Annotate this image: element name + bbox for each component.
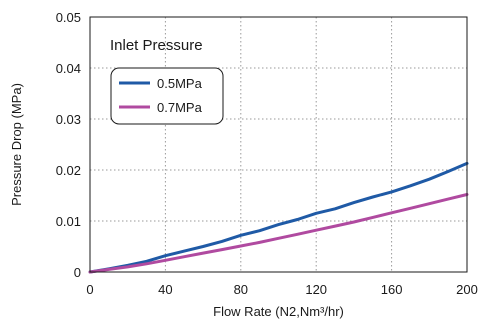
y-tick-label: 0.05 <box>56 10 81 25</box>
legend-title: Inlet Pressure <box>110 37 203 54</box>
legend-entries: 0.5MPa 0.7MPa <box>119 76 203 115</box>
series-lines <box>88 161 469 274</box>
y-tick-label: 0.04 <box>56 61 81 76</box>
tick-labels: 0 40 80 120 160 200 0 0.01 0.02 0.03 0.04 0.05 <box>56 10 478 297</box>
legend-label-1: 0.7MPa <box>157 100 203 115</box>
plot-frame <box>89 16 468 273</box>
legend-label-0: 0.5MPa <box>157 76 203 91</box>
x-tick-label: 200 <box>456 282 478 297</box>
x-axis-label: Flow Rate (N2,Nm³/hr) <box>213 304 344 319</box>
y-tick-label: 0.03 <box>56 112 81 127</box>
series-line-0 <box>88 161 469 274</box>
x-tick-label: 0 <box>86 282 93 297</box>
x-tick-label: 40 <box>158 282 172 297</box>
legend: Inlet Pressure 0.5MPa 0.7MPa <box>110 37 224 125</box>
grid-lines <box>90 17 467 272</box>
x-tick-label: 160 <box>381 282 403 297</box>
x-tick-label: 120 <box>305 282 327 297</box>
y-axis-label: Pressure Drop (MPa) <box>9 83 24 206</box>
x-tick-label: 80 <box>234 282 248 297</box>
series-line-1 <box>88 193 469 274</box>
y-tick-label: 0 <box>74 265 81 280</box>
y-tick-label: 0.02 <box>56 163 81 178</box>
y-tick-label: 0.01 <box>56 214 81 229</box>
